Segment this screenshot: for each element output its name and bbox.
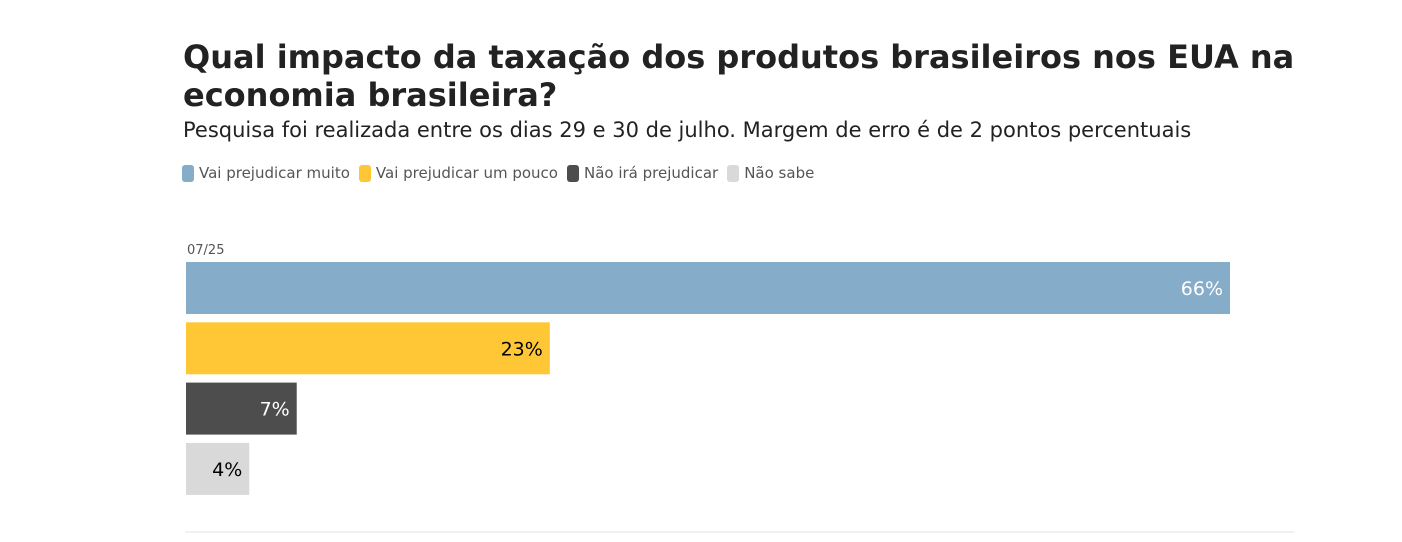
bar-3[interactable]: [186, 382, 297, 435]
bar-4[interactable]: [186, 442, 250, 495]
legend-swatch: [566, 164, 579, 182]
bar-1[interactable]: [186, 262, 1230, 314]
category-label: 07/25: [187, 243, 224, 258]
legend-item-vai-prejudicar-um-pouco[interactable]: Vai prejudicar um pouco: [358, 164, 558, 182]
chart-legend: Vai prejudicar muito Vai prejudicar um p…: [182, 162, 823, 184]
bar-value-label: 4%: [212, 459, 242, 481]
legend-label: Não irá prejudicar: [583, 164, 719, 182]
bar-value-label: 23%: [501, 338, 543, 360]
legend-swatch: [727, 164, 740, 182]
bar-value-label: 7%: [260, 399, 290, 421]
legend-item-vai-prejudicar-muito[interactable]: Vai prejudicar muito: [182, 164, 350, 182]
chart-subtitle: Pesquisa foi realizada entre os dias 29 …: [183, 118, 1192, 142]
legend-label: Vai prejudicar um pouco: [375, 164, 558, 182]
legend-item-nao-sabe[interactable]: Não sabe: [727, 164, 814, 182]
legend-label: Vai prejudicar muito: [199, 164, 350, 182]
bar-group: 66% 23% 7% 4%: [186, 262, 1230, 495]
chart-title: Qual impacto da taxação dos produtos bra…: [183, 38, 1295, 114]
legend-swatch: [182, 164, 194, 182]
bar-2[interactable]: [186, 322, 550, 375]
legend-swatch: [358, 164, 371, 182]
legend-label: Não sabe: [744, 164, 815, 182]
bar-value-label: 66%: [1181, 278, 1223, 300]
legend-item-nao-ira-prejudicar[interactable]: Não irá prejudicar: [566, 164, 719, 182]
